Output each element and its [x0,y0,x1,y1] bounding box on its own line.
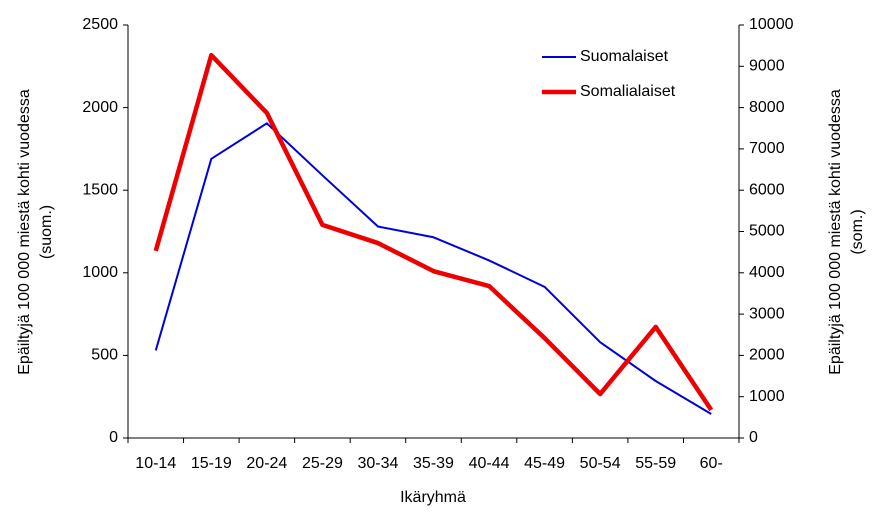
x-tick-label: 10-14 [135,455,176,472]
y2-tick-label: 10000 [749,16,794,33]
y2-axis-label: (som.) [849,209,866,254]
x-axis-label: Ikäryhmä [400,489,466,506]
y-axis-label: (suom.) [38,205,55,259]
y-tick-label: 2500 [82,16,118,33]
y2-tick-label: 1000 [749,388,785,405]
y2-tick-label: 5000 [749,223,785,240]
y-tick-label: 2000 [82,99,118,116]
x-tick-label: 50-54 [580,455,621,472]
y2-tick-label: 2000 [749,347,785,364]
y-tick-label: 0 [109,429,118,446]
x-tick-label: 15-19 [191,455,232,472]
y2-tick-label: 8000 [749,99,785,116]
x-tick-label: 30-34 [357,455,398,472]
y2-tick-label: 4000 [749,264,785,281]
y2-tick-label: 6000 [749,181,785,198]
y-tick-label: 500 [91,347,118,364]
x-tick-label: 20-24 [246,455,287,472]
y2-tick-label: 0 [749,429,758,446]
x-tick-label: 40-44 [469,455,510,472]
y2-tick-label: 9000 [749,58,785,75]
y-tick-label: 1000 [82,264,118,281]
y2-tick-label: 3000 [749,305,785,322]
legend-label: Suomalaiset [580,48,669,65]
x-tick-label: 55-59 [635,455,676,472]
y-axis-label: Epäiltyjä 100 000 miestä kohti vuodessa [16,89,33,375]
series-line [153,52,714,412]
x-tick-label: 60- [700,455,723,472]
y2-tick-label: 7000 [749,140,785,157]
series-line [154,122,712,415]
legend-label: Somalialaiset [580,83,676,100]
y-tick-label: 1500 [82,181,118,198]
x-tick-label: 25-29 [302,455,343,472]
y2-axis-label: Epäiltyjä 100 000 miestä kohti vuodessa [827,89,844,375]
x-tick-label: 45-49 [524,455,565,472]
x-tick-label: 35-39 [413,455,454,472]
